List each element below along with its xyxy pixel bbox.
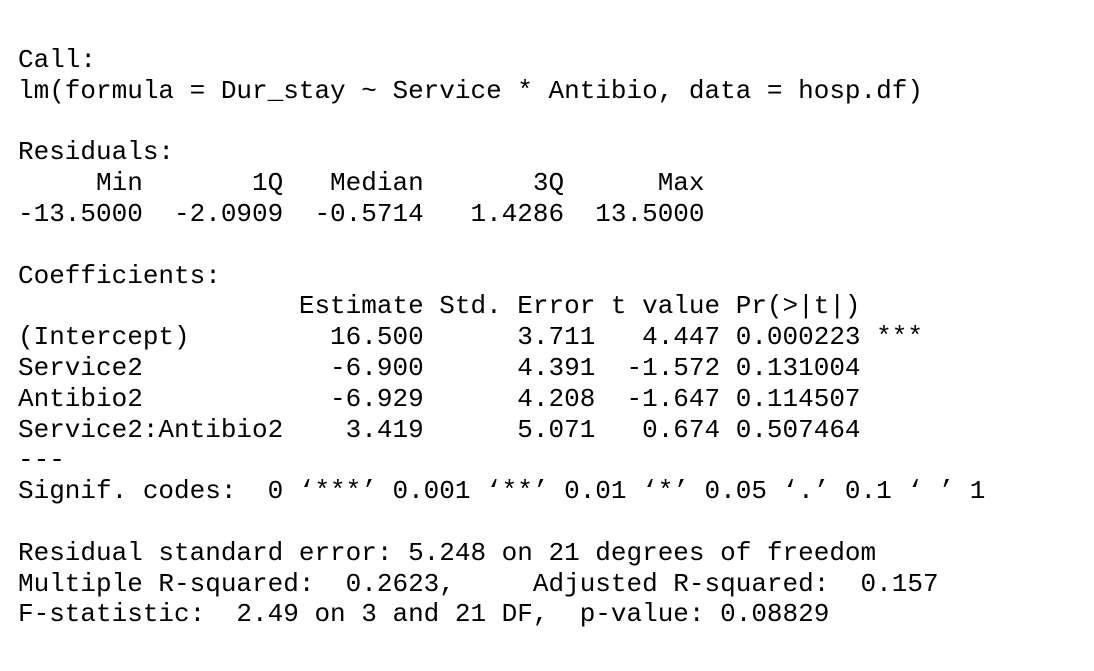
output-line: Residual standard error: 5.248 on 21 deg… <box>18 537 877 568</box>
output-line: Antibio2 -6.929 4.208 -1.647 0.114507 <box>18 383 861 414</box>
output-line: Call: <box>18 45 97 75</box>
output-line: Min 1Q Median 3Q Max <box>18 168 705 199</box>
output-line: F-statistic: 2.49 on 3 and 21 DF, p-valu… <box>18 599 830 630</box>
output-line: Residuals: <box>18 137 175 168</box>
output-line: Service2 -6.900 4.391 -1.572 0.131004 <box>18 352 861 383</box>
output-block: Residuals: Min 1Q Median 3Q Max -13.5000 … <box>18 137 1094 229</box>
output-block: Residual standard error: 5.248 on 21 deg… <box>18 538 1094 630</box>
output-line: Coefficients: <box>18 260 221 291</box>
output-line: lm(formula = Dur_stay ~ Service * Antibi… <box>18 75 923 106</box>
output-line: Estimate Std. Error t value Pr(>|t|) <box>18 291 861 322</box>
output-block: Coefficients: Estimate Std. Error t valu… <box>18 261 1094 507</box>
output-line: (Intercept) 16.500 3.711 4.447 0.000223 … <box>18 322 923 353</box>
output-line: Signif. codes: 0 ‘***’ 0.001 ‘**’ 0.01 ‘… <box>18 476 986 507</box>
output-line: Multiple R-squared: 0.2623, Adjusted R-s… <box>18 568 939 599</box>
output-line: --- <box>18 445 65 476</box>
output-line: Service2:Antibio2 3.419 5.071 0.674 0.50… <box>18 414 861 445</box>
output-block: Call: lm(formula = Dur_stay ~ Service * A… <box>18 45 1094 107</box>
output-line: -13.5000 -2.0909 -0.5714 1.4286 13.5000 <box>18 198 705 229</box>
